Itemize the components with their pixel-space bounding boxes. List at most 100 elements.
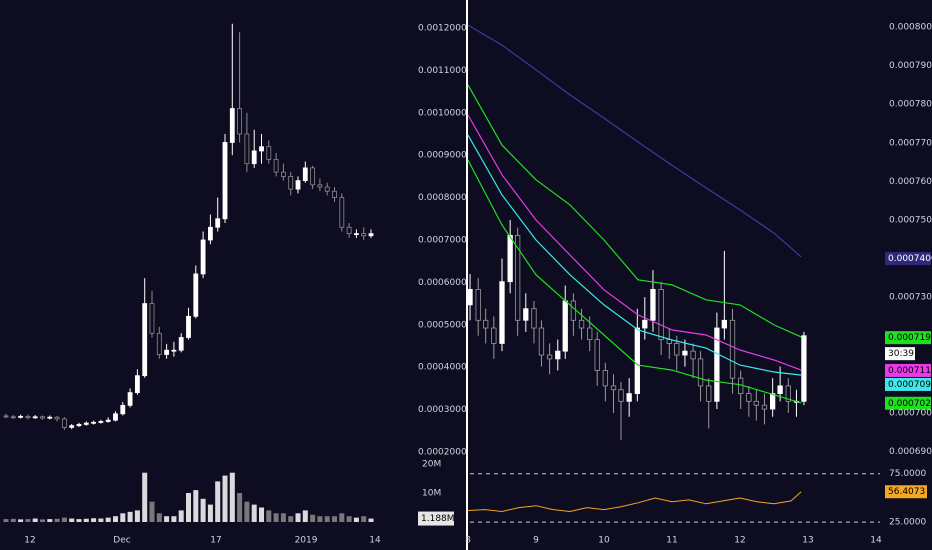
candle-body [578,319,585,329]
volume-bar [39,519,45,522]
indicator-line [467,134,802,376]
volume-bar [339,513,345,522]
candle-body [61,418,67,428]
y-tick-label: 0.0009000 [418,151,467,161]
candle-body [259,146,264,152]
volume-bar [142,472,148,522]
volume-bar [244,501,250,522]
volume-bar [280,513,286,522]
candle-body [507,234,513,283]
indicator-line [467,84,802,338]
candle-body [10,416,16,419]
volume-bar [353,517,359,522]
candle-body [368,233,374,237]
y-tick-label: 0.0007000 [418,235,467,245]
candle-body [229,108,235,143]
candle-body [538,327,545,356]
candle-body [288,175,294,190]
candle-body [32,416,38,419]
x-tick-label: 8 [465,536,471,546]
x-tick-label: 2019 [295,536,318,546]
volume-bar [302,510,308,522]
y-tick-label: 0.0004000 [418,363,467,373]
candle-body [222,142,228,220]
y-tick-label: 0.0011000 [418,66,467,76]
candle-body [570,300,577,321]
volume-bar [251,504,257,522]
volume-bar [332,516,338,522]
candle-body [200,239,206,275]
volume-bar [193,490,199,522]
volume-bar [69,518,75,522]
volume-bar [237,493,243,522]
price-label-box [885,377,931,391]
candle-body [142,303,148,377]
candle-body [281,171,286,177]
indicator-line [467,24,802,258]
candle-body [302,167,308,182]
candle-body [215,218,221,228]
volume-bar [98,518,104,522]
candle-body [295,180,301,190]
candle-body [514,234,521,321]
volume-bar [178,510,184,522]
indicator-line [467,159,802,404]
candle-body [610,385,617,391]
volume-tick-label: 20M [422,460,441,470]
x-tick-label: 9 [533,536,539,546]
candle-body [149,303,155,334]
x-tick-label: 11 [666,536,677,546]
y-tick-label: 0.0006000 [418,278,467,288]
candle-body [769,393,776,410]
price-label-box [885,331,931,345]
volume-bar [54,518,60,522]
volume-bar [346,516,352,522]
candle-body [207,226,213,241]
candle-body [83,422,89,425]
candle-body [785,385,791,402]
volume-bar [171,516,177,522]
candle-body [761,404,768,410]
volume-bar [288,516,294,522]
y-tick-label: 0.0002000 [418,447,467,457]
volume-bar [222,475,228,522]
volume-bar [207,504,213,522]
candle-body [594,339,600,371]
candle-body [361,233,367,237]
candle-body [332,190,337,198]
candle-body [91,421,97,424]
candle-body [127,392,133,406]
x-tick-label: 12 [734,536,745,546]
volume-bar [83,518,89,522]
y-tick-label: 0.0007000 [889,408,932,418]
candle-body [721,319,728,329]
candle-body [674,343,680,356]
volume-bar [361,516,367,522]
candle-body [18,415,23,418]
price-label: 0.0007025 [888,399,932,409]
candle-body [562,300,568,352]
candle-body [134,375,140,394]
candle-body [266,146,272,160]
volume-bar [61,517,67,522]
candle-body [76,424,82,427]
candle-body [555,350,561,360]
candle-body [171,349,177,352]
candle-body [746,393,752,402]
candle-body [491,327,497,344]
price-label: 0.0007195 [888,333,932,343]
candle-body [251,150,257,165]
candle-body [626,393,632,402]
candle-body [339,197,345,228]
volume-bar [25,519,31,522]
candle-body [25,415,31,419]
candle-body [801,335,807,402]
y-tick-label: 0.0012000 [418,23,467,33]
candle-body [650,289,656,321]
rsi-line [467,491,802,513]
candle-body [310,167,316,186]
